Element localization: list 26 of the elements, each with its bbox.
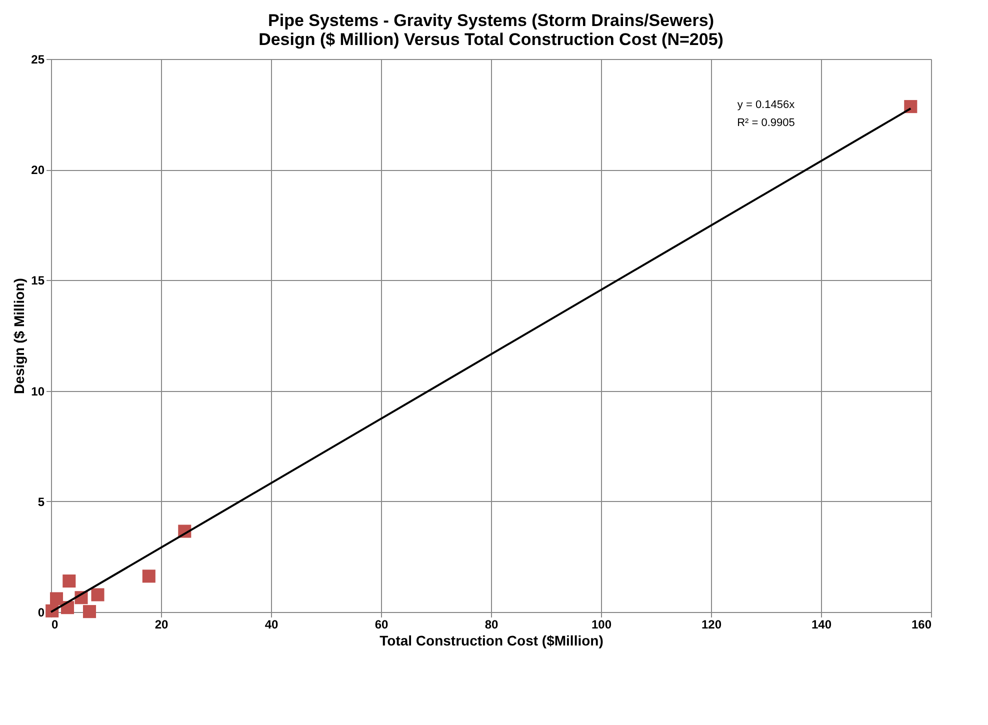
x-tick-label: 100 (591, 618, 612, 632)
x-tick-label: 160 (911, 618, 932, 632)
point (62, 574, 76, 588)
x-tick-label: 20 (154, 618, 168, 632)
x-tick-label: 40 (264, 618, 278, 632)
y-axis-title: Design ($ Million) (11, 278, 28, 394)
x-tick-label: 0 (52, 618, 58, 632)
y-tick-label: 5 (38, 494, 45, 509)
y-tick-label: 20 (31, 163, 45, 178)
x-tick-label: 140 (811, 618, 832, 632)
y-tick-label: 15 (31, 274, 45, 288)
point (91, 588, 104, 602)
x-tick-label: 80 (484, 618, 498, 632)
x-tick-label: 60 (374, 618, 388, 632)
text: Design ($ Million) Versus Total Construction Cost (N=205) (258, 30, 724, 49)
annotation: R² = 0.9905 (737, 117, 795, 129)
point (142, 570, 156, 583)
x-tick-label: 120 (701, 618, 722, 632)
text: Pipe Systems - Gravity Systems (Storm Drains/Sewers) (268, 11, 714, 30)
y-tick-label: 0 (38, 606, 45, 620)
annotation: y = 0.1456x (737, 99, 796, 111)
y-tick-label: 10 (31, 384, 45, 398)
y-tick-label: 25 (31, 52, 45, 66)
point (904, 100, 918, 114)
point (82, 605, 96, 618)
x-axis-title: Total Construction Cost ($Million) (380, 632, 604, 648)
